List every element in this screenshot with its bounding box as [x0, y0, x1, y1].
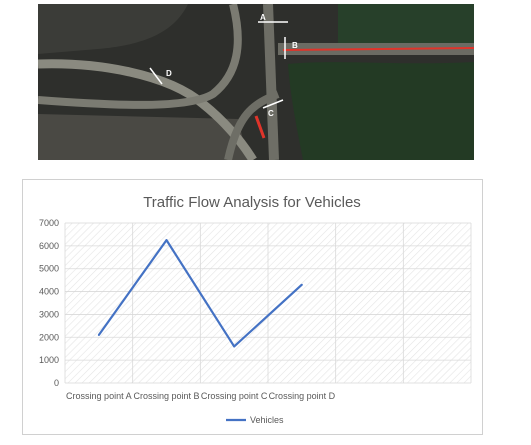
- aerial-road-southwest: [224, 90, 280, 160]
- x-tick-label: Crossing point D: [269, 391, 336, 401]
- y-tick-label: 0: [54, 378, 59, 388]
- y-tick-label: 3000: [39, 309, 59, 319]
- aerial-point-d-label: D: [166, 69, 172, 78]
- data-point: [97, 334, 100, 336]
- x-tick-label: Crossing point C: [201, 391, 268, 401]
- aerial-flyover-d: [38, 59, 257, 160]
- y-tick-label: 1000: [39, 355, 59, 365]
- aerial-road-vertical: [263, 4, 279, 160]
- aerial-marker-b: [282, 47, 474, 51]
- data-point: [165, 239, 168, 242]
- y-tick-label: 2000: [39, 332, 59, 342]
- aerial-point-c-label: C: [268, 109, 274, 118]
- y-tick-label: 7000: [39, 218, 59, 228]
- legend-label: Vehicles: [250, 415, 284, 425]
- x-tick-label: Crossing point A: [66, 391, 132, 401]
- aerial-line-d: [149, 67, 163, 85]
- aerial-flyover-curve: [38, 4, 242, 109]
- aerial-trees-top-right: [338, 4, 474, 45]
- y-tick-label: 6000: [39, 241, 59, 251]
- aerial-photo-drawing: A B C D: [38, 4, 474, 160]
- y-tick-label: 4000: [39, 287, 59, 297]
- aerial-buildings-top-left: [38, 4, 188, 54]
- x-tick-label: Crossing point B: [133, 391, 199, 401]
- y-axis-ticks: 0 1000 2000 3000 4000 5000 6000 7000: [39, 218, 59, 388]
- line-chart: Traffic Flow Analysis for Vehicles 0 1000…: [39, 194, 472, 425]
- series-layer: [97, 239, 303, 348]
- aerial-point-b-label: B: [292, 41, 298, 50]
- chart-title: Traffic Flow Analysis for Vehicles: [143, 194, 361, 211]
- aerial-buildings-bottom-left: [38, 114, 248, 160]
- legend: Vehicles: [226, 415, 284, 425]
- aerial-point-a-label: A: [260, 13, 266, 22]
- chart-frame: Traffic Flow Analysis for Vehicles 0 1000…: [22, 179, 483, 435]
- data-point: [300, 283, 303, 286]
- aerial-line-c: [262, 99, 284, 109]
- data-point: [233, 345, 236, 348]
- aerial-photo: A B C D: [38, 4, 474, 160]
- series-line-vehicles: [97, 239, 303, 348]
- x-axis-ticks: Crossing point A Crossing point B Crossing…: [66, 391, 336, 401]
- gridlines: [64, 222, 472, 384]
- aerial-trees-right: [288, 62, 474, 160]
- y-tick-label: 5000: [39, 264, 59, 274]
- aerial-marker-c: [254, 115, 266, 139]
